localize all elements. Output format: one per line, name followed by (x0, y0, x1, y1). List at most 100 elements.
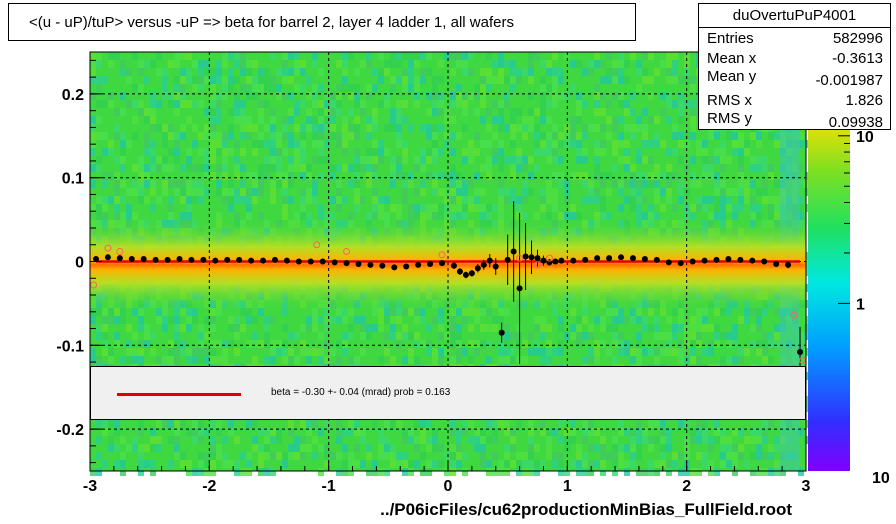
heatmap-cell (726, 132, 732, 140)
heatmap-cell (228, 316, 234, 324)
heatmap-cell (570, 460, 576, 468)
heatmap-cell (90, 468, 96, 476)
heatmap-cell (198, 132, 204, 140)
heatmap-cell (402, 332, 408, 340)
heatmap-cell (684, 468, 690, 476)
heatmap-cell (132, 212, 138, 220)
heatmap-cell (576, 444, 582, 452)
heatmap-cell (342, 76, 348, 84)
heatmap-cell (522, 452, 528, 460)
profile-point (456, 268, 463, 275)
heatmap-cell (732, 132, 738, 140)
heatmap-cell (336, 308, 342, 316)
heatmap-cell (630, 436, 636, 444)
heatmap-cell (348, 460, 354, 468)
heatmap-cell (420, 76, 426, 84)
heatmap-cell (336, 420, 342, 428)
heatmap-cell (720, 460, 726, 468)
heatmap-cell (666, 196, 672, 204)
heatmap-cell (450, 92, 456, 100)
heatmap-cell (168, 132, 174, 140)
heatmap-cell (618, 316, 624, 324)
heatmap-cell (228, 340, 234, 348)
heatmap-cell (660, 172, 666, 180)
profile-point (701, 257, 708, 264)
heatmap-cell (228, 324, 234, 332)
heatmap-cell (582, 468, 588, 476)
profile-point (504, 256, 511, 263)
heatmap-cell (216, 68, 222, 76)
heatmap-cell (174, 148, 180, 156)
heatmap-cell (774, 140, 780, 148)
heatmap-cell (768, 204, 774, 212)
heatmap-cell (198, 100, 204, 108)
heatmap-cell (288, 428, 294, 436)
heatmap-cell (270, 84, 276, 92)
heatmap-cell (150, 92, 156, 100)
heatmap-cell (318, 468, 324, 476)
heatmap-cell (384, 196, 390, 204)
heatmap-cell (732, 340, 738, 348)
heatmap-cell (804, 420, 810, 428)
heatmap-cell (144, 164, 150, 172)
profile-point (152, 256, 159, 263)
heatmap-cell (666, 180, 672, 188)
heatmap-cell (804, 204, 810, 212)
heatmap-cell (684, 340, 690, 348)
heatmap-cell (762, 308, 768, 316)
heatmap-cell (282, 52, 288, 60)
heatmap-cell (252, 84, 258, 92)
heatmap-cell (768, 212, 774, 220)
heatmap-cell (174, 84, 180, 92)
heatmap-cell (336, 100, 342, 108)
heatmap-cell (504, 468, 510, 476)
heatmap-cell (378, 76, 384, 84)
heatmap-cell (390, 332, 396, 340)
heatmap-cell (528, 68, 534, 76)
heatmap-cell (342, 132, 348, 140)
heatmap-cell (492, 316, 498, 324)
heatmap-cell (318, 348, 324, 356)
heatmap-cell (378, 308, 384, 316)
heatmap-cell (138, 428, 144, 436)
heatmap-cell (396, 332, 402, 340)
heatmap-cell (750, 428, 756, 436)
heatmap-cell (186, 308, 192, 316)
heatmap-cell (684, 100, 690, 108)
heatmap-cell (426, 204, 432, 212)
heatmap-cell (636, 180, 642, 188)
heatmap-cell (438, 60, 444, 68)
heatmap-cell (90, 148, 96, 156)
heatmap-cell (420, 436, 426, 444)
heatmap-cell (768, 340, 774, 348)
heatmap-cell (216, 132, 222, 140)
heatmap-cell (192, 84, 198, 92)
heatmap-cell (96, 324, 102, 332)
heatmap-cell (612, 324, 618, 332)
heatmap-cell (552, 68, 558, 76)
heatmap-cell (576, 100, 582, 108)
heatmap-cell (366, 156, 372, 164)
heatmap-cell (252, 316, 258, 324)
heatmap-cell (534, 148, 540, 156)
heatmap-cell (216, 76, 222, 84)
heatmap-cell (450, 420, 456, 428)
heatmap-cell (558, 212, 564, 220)
heatmap-cell (120, 68, 126, 76)
heatmap-cell (762, 164, 768, 172)
heatmap-cell (660, 436, 666, 444)
heatmap-cell (480, 116, 486, 124)
heatmap-cell (624, 444, 630, 452)
stat-key: Mean y (707, 68, 757, 85)
heatmap-cell (300, 84, 306, 92)
heatmap-cell (156, 436, 162, 444)
heatmap-cell (486, 420, 492, 428)
heatmap-cell (198, 180, 204, 188)
heatmap-cell (648, 76, 654, 84)
heatmap-cell (600, 124, 606, 132)
heatmap-cell (198, 452, 204, 460)
heatmap-cell (354, 316, 360, 324)
heatmap-cell (192, 60, 198, 68)
heatmap-cell (156, 52, 162, 60)
heatmap-cell (462, 100, 468, 108)
